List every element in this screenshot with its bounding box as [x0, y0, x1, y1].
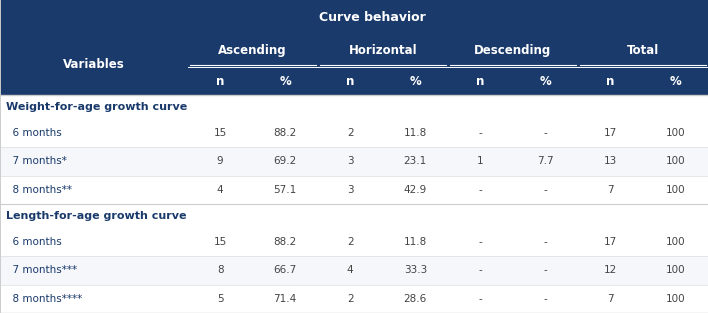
Text: 23.1: 23.1	[404, 156, 427, 167]
Text: 7.7: 7.7	[537, 156, 554, 167]
Text: 15: 15	[214, 237, 227, 247]
Text: 15: 15	[214, 128, 227, 138]
Text: -: -	[544, 237, 547, 247]
Bar	[0, 34, 708, 67]
Text: Horizontal: Horizontal	[348, 44, 417, 57]
Text: 5: 5	[217, 294, 224, 304]
Text: 42.9: 42.9	[404, 185, 427, 195]
Text: 7 months*: 7 months*	[6, 156, 67, 167]
Text: 6 months: 6 months	[6, 128, 62, 138]
Text: 11.8: 11.8	[404, 128, 427, 138]
Text: 7: 7	[607, 185, 614, 195]
Text: 100: 100	[666, 265, 685, 275]
Text: 6 months: 6 months	[6, 237, 62, 247]
Text: -: -	[479, 237, 482, 247]
Text: -: -	[544, 128, 547, 138]
Text: n: n	[606, 74, 615, 88]
Text: 7: 7	[607, 294, 614, 304]
Text: %: %	[280, 74, 291, 88]
Bar	[0, 147, 708, 176]
Text: 8: 8	[217, 265, 224, 275]
Bar	[0, 95, 708, 313]
Text: 9: 9	[217, 156, 224, 167]
Text: Weight-for-age growth curve: Weight-for-age growth curve	[6, 102, 187, 112]
Text: 7 months***: 7 months***	[6, 265, 76, 275]
Text: 17: 17	[604, 128, 617, 138]
Text: 11.8: 11.8	[404, 237, 427, 247]
Text: 8 months****: 8 months****	[6, 294, 82, 304]
Text: 1: 1	[477, 156, 484, 167]
Text: 17: 17	[604, 237, 617, 247]
Text: 88.2: 88.2	[273, 128, 297, 138]
Text: 4: 4	[217, 185, 224, 195]
Text: -: -	[479, 128, 482, 138]
Text: -: -	[479, 294, 482, 304]
Bar	[0, 285, 708, 313]
Text: 100: 100	[666, 237, 685, 247]
Bar	[0, 119, 708, 147]
Text: 33.3: 33.3	[404, 265, 427, 275]
Text: 2: 2	[347, 294, 353, 304]
Text: Descending: Descending	[474, 44, 552, 57]
Text: -: -	[544, 265, 547, 275]
Text: Length-for-age growth curve: Length-for-age growth curve	[6, 211, 186, 221]
Text: 100: 100	[666, 294, 685, 304]
Text: 100: 100	[666, 185, 685, 195]
Text: 28.6: 28.6	[404, 294, 427, 304]
Text: n: n	[216, 74, 224, 88]
Text: 4: 4	[347, 265, 353, 275]
Text: 3: 3	[347, 156, 353, 167]
Text: %: %	[670, 74, 681, 88]
Text: n: n	[346, 74, 355, 88]
Text: -: -	[544, 185, 547, 195]
Text: 2: 2	[347, 128, 353, 138]
Text: %: %	[409, 74, 421, 88]
Text: 3: 3	[347, 185, 353, 195]
Text: Ascending: Ascending	[218, 44, 287, 57]
Text: Total: Total	[627, 44, 659, 57]
Text: 57.1: 57.1	[273, 185, 297, 195]
Text: 2: 2	[347, 237, 353, 247]
Text: 12: 12	[604, 265, 617, 275]
Text: 100: 100	[666, 128, 685, 138]
Bar	[0, 67, 708, 95]
Text: 69.2: 69.2	[273, 156, 297, 167]
Bar	[0, 228, 708, 256]
Text: -: -	[479, 185, 482, 195]
Text: 100: 100	[666, 156, 685, 167]
Text: -: -	[544, 294, 547, 304]
Text: 13: 13	[604, 156, 617, 167]
Bar	[0, 256, 708, 285]
Text: Curve behavior: Curve behavior	[319, 11, 426, 23]
Bar	[0, 0, 708, 34]
Bar	[0, 176, 708, 204]
Text: 71.4: 71.4	[273, 294, 297, 304]
Text: %: %	[539, 74, 552, 88]
Text: Variables: Variables	[63, 58, 125, 71]
Text: -: -	[479, 265, 482, 275]
Text: 8 months**: 8 months**	[6, 185, 72, 195]
Text: 66.7: 66.7	[273, 265, 297, 275]
Text: n: n	[476, 74, 484, 88]
Text: 88.2: 88.2	[273, 237, 297, 247]
